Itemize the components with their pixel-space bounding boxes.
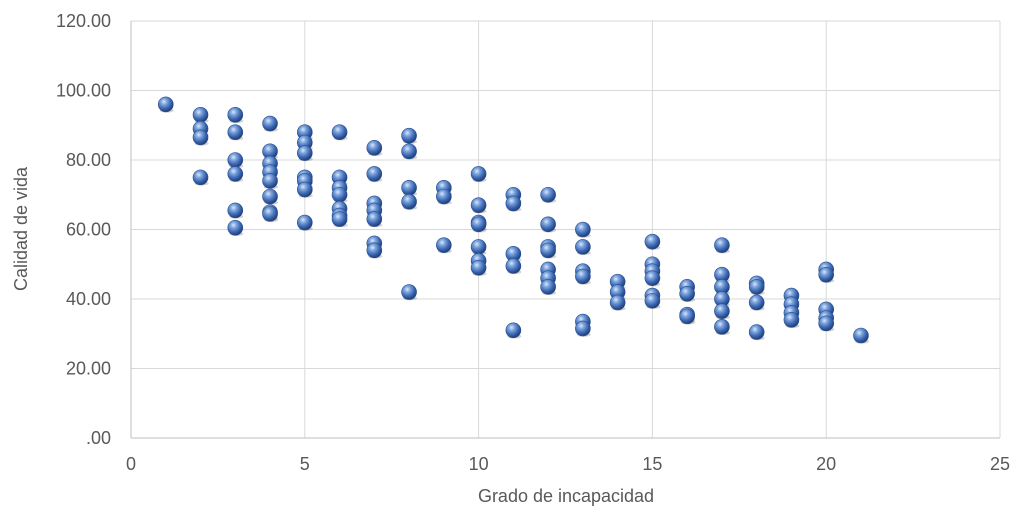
- data-point: [644, 270, 661, 287]
- data-point: [227, 152, 244, 169]
- data-point: [818, 315, 835, 332]
- data-point: [575, 320, 591, 337]
- data-point: [227, 107, 244, 124]
- y-tick-label: 40.00: [66, 289, 111, 309]
- data-point: [436, 188, 452, 205]
- y-tick-label: 60.00: [66, 220, 111, 240]
- data-point: [470, 216, 487, 233]
- data-point: [262, 173, 279, 190]
- data-point: [679, 308, 696, 325]
- x-tick-label: 10: [469, 454, 489, 474]
- y-tick-label: 120.00: [56, 11, 111, 31]
- data-point: [366, 166, 383, 183]
- data-point: [748, 324, 765, 341]
- data-point: [192, 169, 209, 186]
- data-point: [748, 279, 765, 296]
- tick-labels: .00 20.00 40.00 60.00 80.00 100.00 120.00 0 5 10 1…: [56, 11, 1010, 474]
- data-point: [192, 107, 209, 124]
- data-point: [470, 239, 487, 256]
- data-point: [679, 285, 696, 302]
- data-point: [470, 259, 487, 276]
- data-point: [436, 237, 452, 254]
- data-point: [783, 312, 800, 329]
- x-axis-title: Grado de incapacidad: [478, 486, 654, 506]
- data-point: [540, 279, 557, 296]
- data-point: [575, 221, 591, 238]
- data-point: [609, 294, 626, 311]
- x-tick-label: 0: [126, 454, 136, 474]
- axes: [130, 21, 1000, 439]
- data-point: [644, 233, 661, 250]
- data-point: [505, 195, 522, 212]
- data-point: [714, 303, 730, 320]
- data-point: [748, 294, 765, 311]
- data-point: [227, 219, 244, 236]
- data-point: [540, 216, 557, 233]
- data-point: [366, 140, 383, 157]
- data-point: [227, 124, 244, 141]
- data-point: [540, 186, 557, 203]
- data-point: [644, 292, 661, 309]
- x-tick-label: 15: [642, 454, 662, 474]
- data-point: [505, 258, 522, 275]
- data-point: [296, 181, 313, 198]
- data-points: [157, 96, 869, 344]
- data-point: [505, 322, 522, 339]
- x-tick-label: 5: [300, 454, 310, 474]
- data-point: [470, 197, 487, 214]
- data-point: [331, 124, 348, 141]
- data-point: [401, 284, 418, 301]
- data-point: [401, 193, 418, 210]
- data-point: [157, 96, 174, 113]
- y-axis-title: Calidad de vida: [11, 166, 31, 291]
- y-tick-label: 100.00: [56, 81, 111, 101]
- data-point: [262, 206, 279, 223]
- data-point: [227, 166, 244, 183]
- y-tick-label: 80.00: [66, 150, 111, 170]
- x-tick-label: 20: [816, 454, 836, 474]
- data-point: [714, 318, 730, 335]
- data-point: [401, 127, 418, 144]
- y-tick-label: .00: [86, 428, 111, 448]
- data-point: [296, 145, 313, 162]
- data-point: [262, 188, 279, 205]
- data-point: [470, 166, 487, 183]
- data-point: [540, 242, 557, 259]
- data-point: [331, 211, 348, 228]
- data-point: [227, 202, 244, 219]
- data-point: [366, 211, 383, 228]
- data-point: [714, 237, 730, 254]
- y-tick-label: 20.00: [66, 359, 111, 379]
- data-point: [575, 268, 591, 285]
- data-point: [575, 239, 591, 256]
- data-point: [401, 143, 418, 160]
- x-tick-label: 25: [990, 454, 1010, 474]
- data-point: [262, 115, 279, 132]
- gridlines: [131, 20, 1001, 438]
- data-point: [401, 180, 418, 196]
- data-point: [331, 186, 348, 203]
- data-point: [818, 266, 835, 283]
- data-point: [853, 327, 869, 344]
- data-point: [296, 214, 313, 231]
- data-point: [366, 242, 383, 259]
- data-point: [192, 129, 209, 146]
